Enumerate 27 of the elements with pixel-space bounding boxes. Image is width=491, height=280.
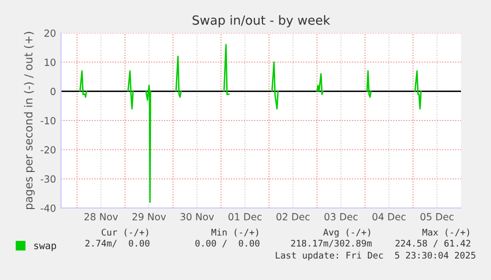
legend-label: swap	[34, 244, 56, 252]
text: 224.58 / 61.42	[396, 240, 470, 248]
y-tick-label: -10	[40, 116, 56, 124]
y-tick-label: -30	[40, 175, 56, 183]
x-tick-label: 01 Dec	[228, 213, 262, 220]
text: Avg (-/+)	[323, 228, 370, 238]
text: 2.74m/ 0.00	[85, 240, 150, 248]
x-tick-label: 02 Dec	[276, 213, 310, 220]
y-axis-title: pages per second in (-) / out (+)	[24, 32, 35, 210]
y-tick-label: -40	[40, 204, 56, 212]
text: Cur (-/+)	[102, 228, 148, 237]
text: 0.00 / 0.00	[195, 240, 260, 248]
text: 218.17m/302.89m	[291, 240, 372, 248]
y-tick-label: 10	[44, 58, 56, 66]
y-tick-label: -20	[40, 146, 56, 154]
x-tick-label: 29 Nov	[132, 213, 166, 220]
text: Last update: Fri Dec 5 23:30:04 2025	[276, 252, 476, 260]
x-tick-label: 04 Dec	[372, 213, 406, 220]
text: Min (-/+)	[211, 228, 258, 237]
x-tick-label: 05 Dec	[420, 213, 454, 220]
text: Max (-/+)	[422, 228, 470, 237]
y-tick-label: 0	[50, 88, 56, 96]
x-tick-label: 28 Nov	[84, 213, 118, 220]
chart-title: Swap in/out - by week	[192, 15, 330, 28]
x-tick-label: 30 Nov	[180, 213, 214, 220]
y-tick-label: 20	[44, 29, 56, 37]
x-tick-label: 03 Dec	[324, 213, 358, 220]
